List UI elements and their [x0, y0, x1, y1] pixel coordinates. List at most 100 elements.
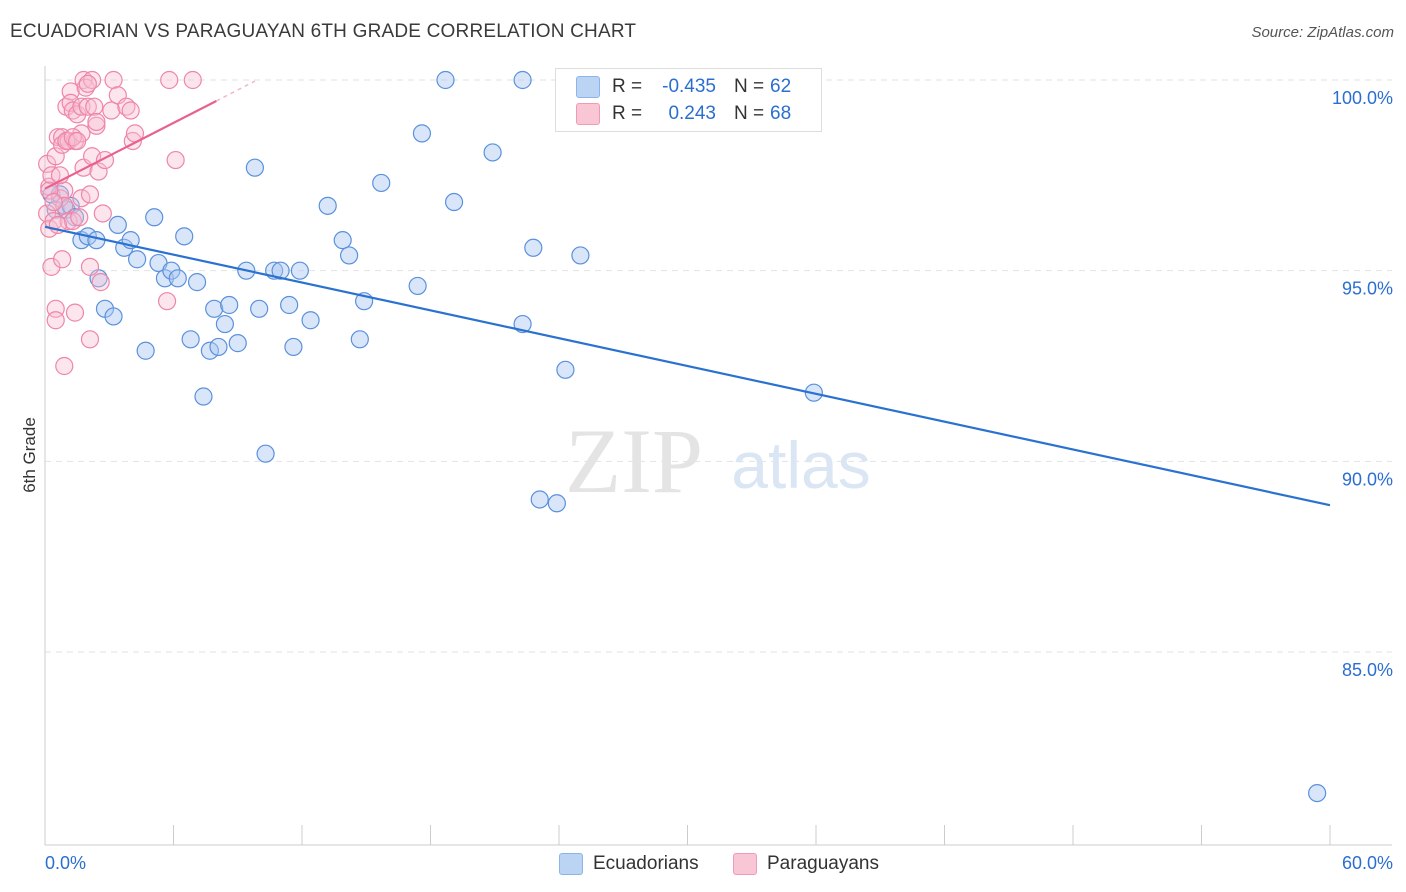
paraguayan-point: [55, 356, 74, 376]
ecuadorian-point: [412, 124, 432, 143]
ecuadorian-point: [290, 261, 309, 280]
paraguayan-point: [160, 70, 179, 90]
paraguayan-point: [80, 330, 100, 349]
ecuadorians-trend-line: [44, 225, 1331, 507]
ecuadorian-point: [220, 295, 239, 315]
ecuadorian-point: [145, 208, 164, 227]
ecuadorian-point: [136, 341, 155, 360]
ecuadorian-point: [256, 444, 275, 463]
paraguayan-point: [89, 162, 108, 181]
axes: [44, 66, 1392, 846]
ecuadorian-point: [436, 70, 455, 90]
ecuadorian-point: [333, 231, 352, 250]
paraguayan-point: [46, 147, 65, 166]
ecuadorian-point: [524, 238, 543, 257]
ecuadorian-point: [104, 307, 123, 326]
paraguayan-point: [87, 116, 106, 135]
ecuadorian-point: [228, 334, 247, 353]
watermark: ZIP atlas: [565, 410, 871, 512]
paraguayan-point: [91, 273, 110, 292]
legend-n-value: 62: [770, 76, 792, 97]
paraguayan-point: [68, 131, 87, 151]
ecuadorian-point: [250, 299, 269, 318]
ecuadorian-point: [284, 337, 303, 357]
y-tick-label: 100.0%: [1332, 88, 1393, 108]
bottom-legend-paraguayans: Paraguayans: [733, 852, 879, 876]
paraguayan-point: [44, 192, 63, 212]
x-tick-label: 0.0%: [45, 853, 86, 873]
legend-r-value: 0.243: [668, 103, 716, 124]
x-tick-label: 60.0%: [1342, 853, 1393, 873]
ecuadorian-point: [513, 70, 532, 90]
chart-title: ECUADORIAN VS PARAGUAYAN 6TH GRADE CORRE…: [10, 21, 637, 42]
legend-row-paraguayans: R = 0.243 N = 68: [576, 102, 791, 126]
ecuadorian-point: [571, 246, 590, 265]
paraguayan-point: [80, 257, 100, 276]
ecuadorian-point: [556, 360, 575, 379]
tick-labels: 100.0% 95.0% 90.0% 85.0% 0.0% 60.0%: [45, 88, 1393, 873]
ecuadorian-point: [408, 276, 427, 296]
ecuadorian-point: [547, 494, 566, 513]
ecuadorian-point: [205, 299, 224, 318]
paraguayan-point: [102, 101, 121, 120]
paraguayan-point: [78, 97, 97, 116]
ecuadorian-point: [187, 273, 207, 292]
ecuadorian-point: [200, 341, 220, 360]
ecuadorian-point: [209, 337, 228, 357]
paraguayan-point: [59, 211, 78, 231]
legend-r-value: -0.435: [662, 76, 716, 97]
watermark-zip: ZIP: [565, 410, 703, 512]
ecuadorian-point: [483, 143, 502, 162]
paraguayan-point: [65, 303, 85, 322]
ecuadorian-point: [155, 269, 175, 288]
paraguayans-points: [38, 70, 202, 376]
ecuadorian-point: [271, 261, 290, 280]
legend-r-label: R =: [612, 103, 643, 124]
ecuadorian-point: [1308, 783, 1327, 803]
paraguayans-trend-line: [44, 99, 217, 190]
ecuadorian-point: [530, 490, 549, 509]
paraguayan-point: [121, 101, 140, 120]
bottom-legend-label-ecuadorians: Ecuadorians: [593, 853, 699, 874]
legend-r-label: R =: [612, 76, 643, 97]
paraguayan-point: [46, 311, 65, 330]
ecuadorians-points: [42, 70, 1327, 803]
paraguayan-point: [70, 208, 89, 227]
legend-n-label: N =: [734, 76, 765, 97]
ecuadorian-point: [280, 295, 299, 315]
ecuadorian-point: [444, 192, 464, 212]
y-tick-label: 95.0%: [1342, 279, 1393, 299]
legend-swatch-paraguayans: [576, 103, 600, 125]
paraguayan-point: [166, 150, 185, 170]
legend-n-value: 68: [770, 103, 792, 124]
ecuadorian-point: [162, 261, 181, 280]
bottom-legend-label-paraguayans: Paraguayans: [767, 853, 879, 874]
ecuadorian-point: [301, 311, 320, 330]
ecuadorian-point: [181, 330, 200, 349]
paraguayan-point: [157, 292, 177, 311]
paraguayan-point: [80, 185, 100, 204]
trend-lines: [44, 80, 1331, 507]
ecuadorian-point: [372, 173, 391, 193]
ecuadorian-point: [215, 314, 234, 334]
paraguayan-point: [78, 74, 97, 93]
paraguayan-point: [38, 204, 57, 223]
paraguayan-point: [93, 204, 112, 223]
ecuadorian-point: [168, 269, 187, 288]
ecuadorian-point: [108, 215, 127, 235]
source-credit: Source: ZipAtlas.com: [1251, 24, 1394, 41]
legend-row-ecuadorians: R = -0.435 N = 62: [576, 75, 791, 99]
ecuadorian-point: [318, 196, 337, 215]
ecuadorian-point: [350, 330, 369, 349]
bottom-legend-swatch-paraguayans: [733, 853, 757, 875]
y-tick-label: 90.0%: [1342, 469, 1393, 489]
bottom-legend-swatch-ecuadorians: [559, 853, 583, 875]
paraguayan-point: [87, 112, 106, 132]
paraguayan-point: [72, 97, 91, 116]
ecuadorian-point: [340, 246, 359, 265]
watermark-atlas: atlas: [731, 428, 870, 502]
ecuadorian-point: [194, 387, 213, 406]
paraguayan-point: [104, 70, 123, 90]
paraguayan-point: [72, 189, 91, 208]
